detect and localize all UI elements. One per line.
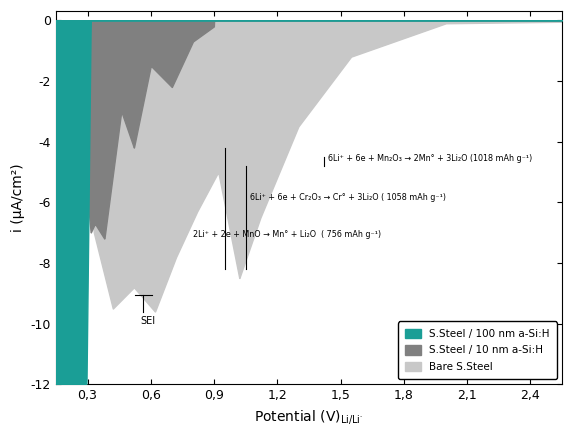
Legend: S.Steel / 100 nm a-Si:H, S.Steel / 10 nm a-Si:H, Bare S.Steel: S.Steel / 100 nm a-Si:H, S.Steel / 10 nm… [398,322,557,379]
Text: 6Li⁺ + 6e + Mn₂O₃ → 2Mn° + 3Li₂O (1018 mAh g⁻¹): 6Li⁺ + 6e + Mn₂O₃ → 2Mn° + 3Li₂O (1018 m… [328,154,532,163]
Y-axis label: i (μA/cm²): i (μA/cm²) [11,163,25,232]
Text: 6Li⁺ + 6e + Cr₂O₃ → Cr° + 3Li₂O ( 1058 mAh g⁻¹): 6Li⁺ + 6e + Cr₂O₃ → Cr° + 3Li₂O ( 1058 m… [250,193,446,202]
Text: 2Li⁺ + 2e + MnO → Mn° + Li₂O  ( 756 mAh g⁻¹): 2Li⁺ + 2e + MnO → Mn° + Li₂O ( 756 mAh g… [193,230,381,239]
X-axis label: Potential (V)$_{\mathregular{Li/Li^{·}}}$: Potential (V)$_{\mathregular{Li/Li^{·}}}… [254,408,363,426]
Text: SEI: SEI [140,316,155,326]
